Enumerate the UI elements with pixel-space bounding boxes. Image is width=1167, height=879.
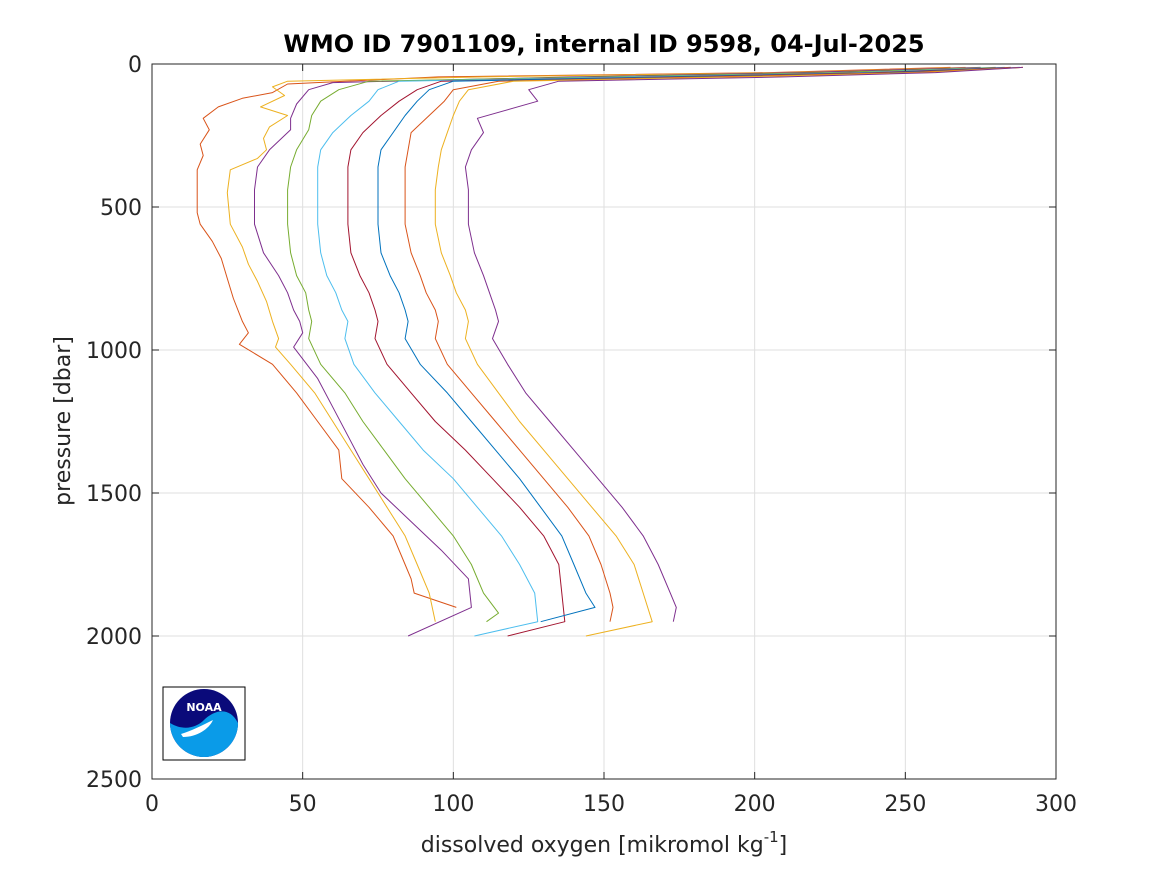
x-axis-label-superscript: -1 <box>764 828 779 846</box>
profile-line-9 <box>434 66 1023 637</box>
x-tick-label: 50 <box>289 792 317 817</box>
x-axis-label: dissolved oxygen [mikromol kg-1] <box>421 828 788 858</box>
x-tick-label: 0 <box>145 792 159 817</box>
chart-title: WMO ID 7901109, internal ID 9598, 04-Jul… <box>283 30 924 58</box>
profile-line-4 <box>287 66 996 623</box>
noaa-logo-text: NOAA <box>186 701 222 714</box>
x-tick-label: 250 <box>884 792 926 817</box>
profile-line-5 <box>317 66 1005 637</box>
noaa-logo: NOAA <box>162 686 246 761</box>
profile-line-10 <box>464 66 1023 622</box>
y-tick-label: 2000 <box>86 625 142 650</box>
y-tick-label: 2500 <box>86 768 142 793</box>
x-tick-label: 200 <box>734 792 776 817</box>
series-layer <box>196 66 1023 637</box>
x-tick-label: 150 <box>583 792 625 817</box>
y-axis-label: pressure [dbar] <box>51 336 76 506</box>
profile-line-8 <box>404 66 1023 622</box>
x-axis-label-tail: ] <box>779 833 788 858</box>
x-axis-label-main: dissolved oxygen [mikromol kg <box>421 833 764 858</box>
ticks: 0 50 100 150 200 250 300 0 500 1000 1500 2000 2500 <box>86 53 1077 817</box>
y-tick-label: 1000 <box>86 339 142 364</box>
axes-box <box>151 63 1057 780</box>
y-tick-label: 0 <box>128 53 142 78</box>
y-tick-label: 500 <box>100 196 142 221</box>
profile-line-1 <box>196 66 951 608</box>
x-tick-label: 300 <box>1035 792 1077 817</box>
profile-line-3 <box>254 66 981 637</box>
profile-line-2 <box>226 66 966 622</box>
profile-line-6 <box>347 66 1011 637</box>
y-tick-label: 1500 <box>86 482 142 507</box>
profile-line-7 <box>377 66 1020 623</box>
x-tick-label: 100 <box>432 792 474 817</box>
